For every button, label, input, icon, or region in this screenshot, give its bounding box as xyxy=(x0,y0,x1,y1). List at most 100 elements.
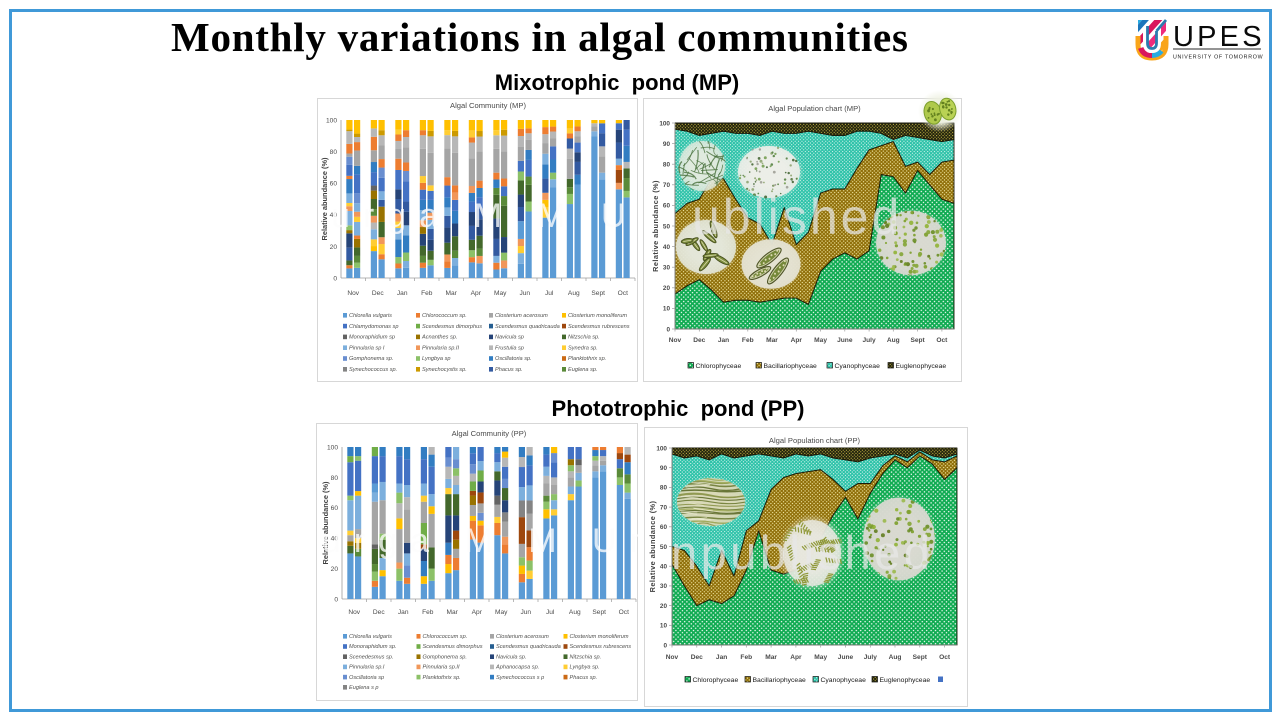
svg-text:30: 30 xyxy=(660,583,668,590)
svg-text:0: 0 xyxy=(334,596,338,603)
svg-text:Monoraphidium sp: Monoraphidium sp xyxy=(349,335,395,341)
svg-text:Dec: Dec xyxy=(693,337,705,344)
svg-text:Jan: Jan xyxy=(716,654,727,661)
svg-text:Jan: Jan xyxy=(397,290,408,297)
svg-text:Jun: Jun xyxy=(519,290,530,297)
svg-text:40: 40 xyxy=(660,564,668,571)
svg-text:Sept: Sept xyxy=(910,337,925,344)
svg-text:Scenedesmus sp.: Scenedesmus sp. xyxy=(349,654,393,660)
svg-text:Nov: Nov xyxy=(666,654,679,661)
svg-text:Sept: Sept xyxy=(913,654,928,661)
svg-text:Feb: Feb xyxy=(422,609,434,616)
svg-text:0: 0 xyxy=(333,275,337,282)
svg-text:100: 100 xyxy=(659,120,670,127)
svg-text:Chlorella vulgaris: Chlorella vulgaris xyxy=(349,634,392,640)
svg-text:Relative abundance (%): Relative abundance (%) xyxy=(321,481,330,564)
svg-text:May: May xyxy=(494,290,507,297)
svg-text:70: 70 xyxy=(660,504,668,511)
svg-text:Oct: Oct xyxy=(619,609,629,616)
svg-text:Monoraphidium sp.: Monoraphidium sp. xyxy=(349,644,397,650)
svg-text:Relative abundance (%): Relative abundance (%) xyxy=(320,157,329,240)
svg-text:Gomphonema sp.: Gomphonema sp. xyxy=(423,654,467,660)
svg-text:Oscillatoria sp.: Oscillatoria sp. xyxy=(495,356,532,362)
svg-text:Phacus sp.: Phacus sp. xyxy=(570,675,598,681)
svg-text:20: 20 xyxy=(331,566,339,573)
svg-text:urga M M Unpublished: urga M M Unpublished xyxy=(331,197,638,235)
svg-text:June: June xyxy=(837,337,853,344)
svg-text:Cyanophyceae: Cyanophyceae xyxy=(835,363,881,370)
svg-text:Jul: Jul xyxy=(546,609,555,616)
svg-text:Chlorococcum sp.: Chlorococcum sp. xyxy=(423,634,468,640)
svg-text:Aphanocapsa sp.: Aphanocapsa sp. xyxy=(495,665,539,671)
svg-text:Nov: Nov xyxy=(669,337,682,344)
svg-text:Lyngbya sp.: Lyngbya sp. xyxy=(570,665,600,671)
svg-text:Jan: Jan xyxy=(718,337,729,344)
svg-text:Apr: Apr xyxy=(791,337,803,344)
svg-text:20: 20 xyxy=(660,603,668,610)
svg-text:Bacillariophyceae: Bacillariophyceae xyxy=(753,677,806,684)
svg-text:30: 30 xyxy=(663,265,671,272)
svg-text:50: 50 xyxy=(660,544,668,551)
svg-text:Mar: Mar xyxy=(765,654,777,661)
svg-text:Navicula sp.: Navicula sp. xyxy=(496,654,526,660)
svg-text:60: 60 xyxy=(663,203,671,210)
svg-text:Closterium acerosum: Closterium acerosum xyxy=(495,313,548,319)
svg-text:90: 90 xyxy=(663,141,671,148)
svg-text:Scendesmus quadricauda: Scendesmus quadricauda xyxy=(495,324,560,330)
svg-text:Relative abundance (%): Relative abundance (%) xyxy=(648,500,657,592)
svg-text:Oscillatoria sp: Oscillatoria sp xyxy=(349,675,384,681)
svg-text:Gomphonema sp.: Gomphonema sp. xyxy=(349,356,393,362)
svg-text:Phacus sp.: Phacus sp. xyxy=(495,367,523,373)
svg-text:Oct: Oct xyxy=(939,654,951,661)
svg-text:Algal Community (MP): Algal Community (MP) xyxy=(450,101,526,110)
svg-text:Acnanthes sp.: Acnanthes sp. xyxy=(421,335,457,341)
svg-text:Synedra sp.: Synedra sp. xyxy=(568,345,598,351)
svg-text:60: 60 xyxy=(330,181,338,188)
svg-text:80: 80 xyxy=(660,485,668,492)
svg-text:80: 80 xyxy=(330,149,338,156)
svg-text:Frustulia sp: Frustulia sp xyxy=(495,345,524,351)
svg-text:Feb: Feb xyxy=(421,290,433,297)
svg-text:UPES: UPES xyxy=(1173,21,1265,53)
svg-text:40: 40 xyxy=(331,536,339,543)
svg-text:20: 20 xyxy=(330,244,338,251)
svg-text:July: July xyxy=(862,337,876,344)
svg-text:Chlorella vulgaris: Chlorella vulgaris xyxy=(349,313,392,319)
svg-text:Navicula sp: Navicula sp xyxy=(495,335,524,341)
svg-text:May: May xyxy=(814,337,827,344)
svg-text:Nov: Nov xyxy=(348,609,360,616)
svg-text:60: 60 xyxy=(660,524,668,531)
svg-text:Jun: Jun xyxy=(520,609,531,616)
svg-text:80: 80 xyxy=(663,162,671,169)
svg-text:Pinnularia sp.II: Pinnularia sp.II xyxy=(422,345,459,351)
svg-text:Algal Population chart (PP): Algal Population chart (PP) xyxy=(769,436,861,445)
svg-text:Euglena sp.: Euglena sp. xyxy=(568,367,598,373)
svg-text:90: 90 xyxy=(660,465,668,472)
svg-text:Lyngbya sp: Lyngbya sp xyxy=(422,356,451,362)
svg-text:20: 20 xyxy=(663,285,671,292)
svg-text:Scendesmus quadricauda: Scendesmus quadricauda xyxy=(496,644,561,650)
svg-text:100: 100 xyxy=(656,445,667,452)
svg-text:0: 0 xyxy=(666,326,670,333)
svg-text:Jan: Jan xyxy=(398,609,409,616)
svg-text:Feb: Feb xyxy=(740,654,752,661)
svg-text:50: 50 xyxy=(663,223,671,230)
svg-text:Closterium monoliferum: Closterium monoliferum xyxy=(568,313,627,319)
svg-text:May: May xyxy=(495,609,508,616)
svg-text:80: 80 xyxy=(331,475,339,482)
svg-text:Apr: Apr xyxy=(472,609,483,616)
svg-text:Aug: Aug xyxy=(887,337,900,344)
svg-text:Feb: Feb xyxy=(742,337,754,344)
svg-text:Chlorophyceae: Chlorophyceae xyxy=(693,677,739,684)
svg-text:Chlamydomonas sp: Chlamydomonas sp xyxy=(349,324,398,330)
svg-text:Nov: Nov xyxy=(347,290,359,297)
svg-text:Chlorophyceae: Chlorophyceae xyxy=(696,363,742,370)
svg-text:Euglenophyceae: Euglenophyceae xyxy=(880,677,931,684)
svg-text:Sept: Sept xyxy=(591,290,605,297)
svg-text:Apr: Apr xyxy=(471,290,482,297)
svg-text:July: July xyxy=(864,654,878,661)
svg-text:Dec: Dec xyxy=(691,654,703,661)
svg-text:70: 70 xyxy=(663,182,671,189)
svg-text:Nitzschia sp.: Nitzschia sp. xyxy=(568,335,600,341)
svg-text:Chlorococcum sp.: Chlorococcum sp. xyxy=(422,313,467,319)
